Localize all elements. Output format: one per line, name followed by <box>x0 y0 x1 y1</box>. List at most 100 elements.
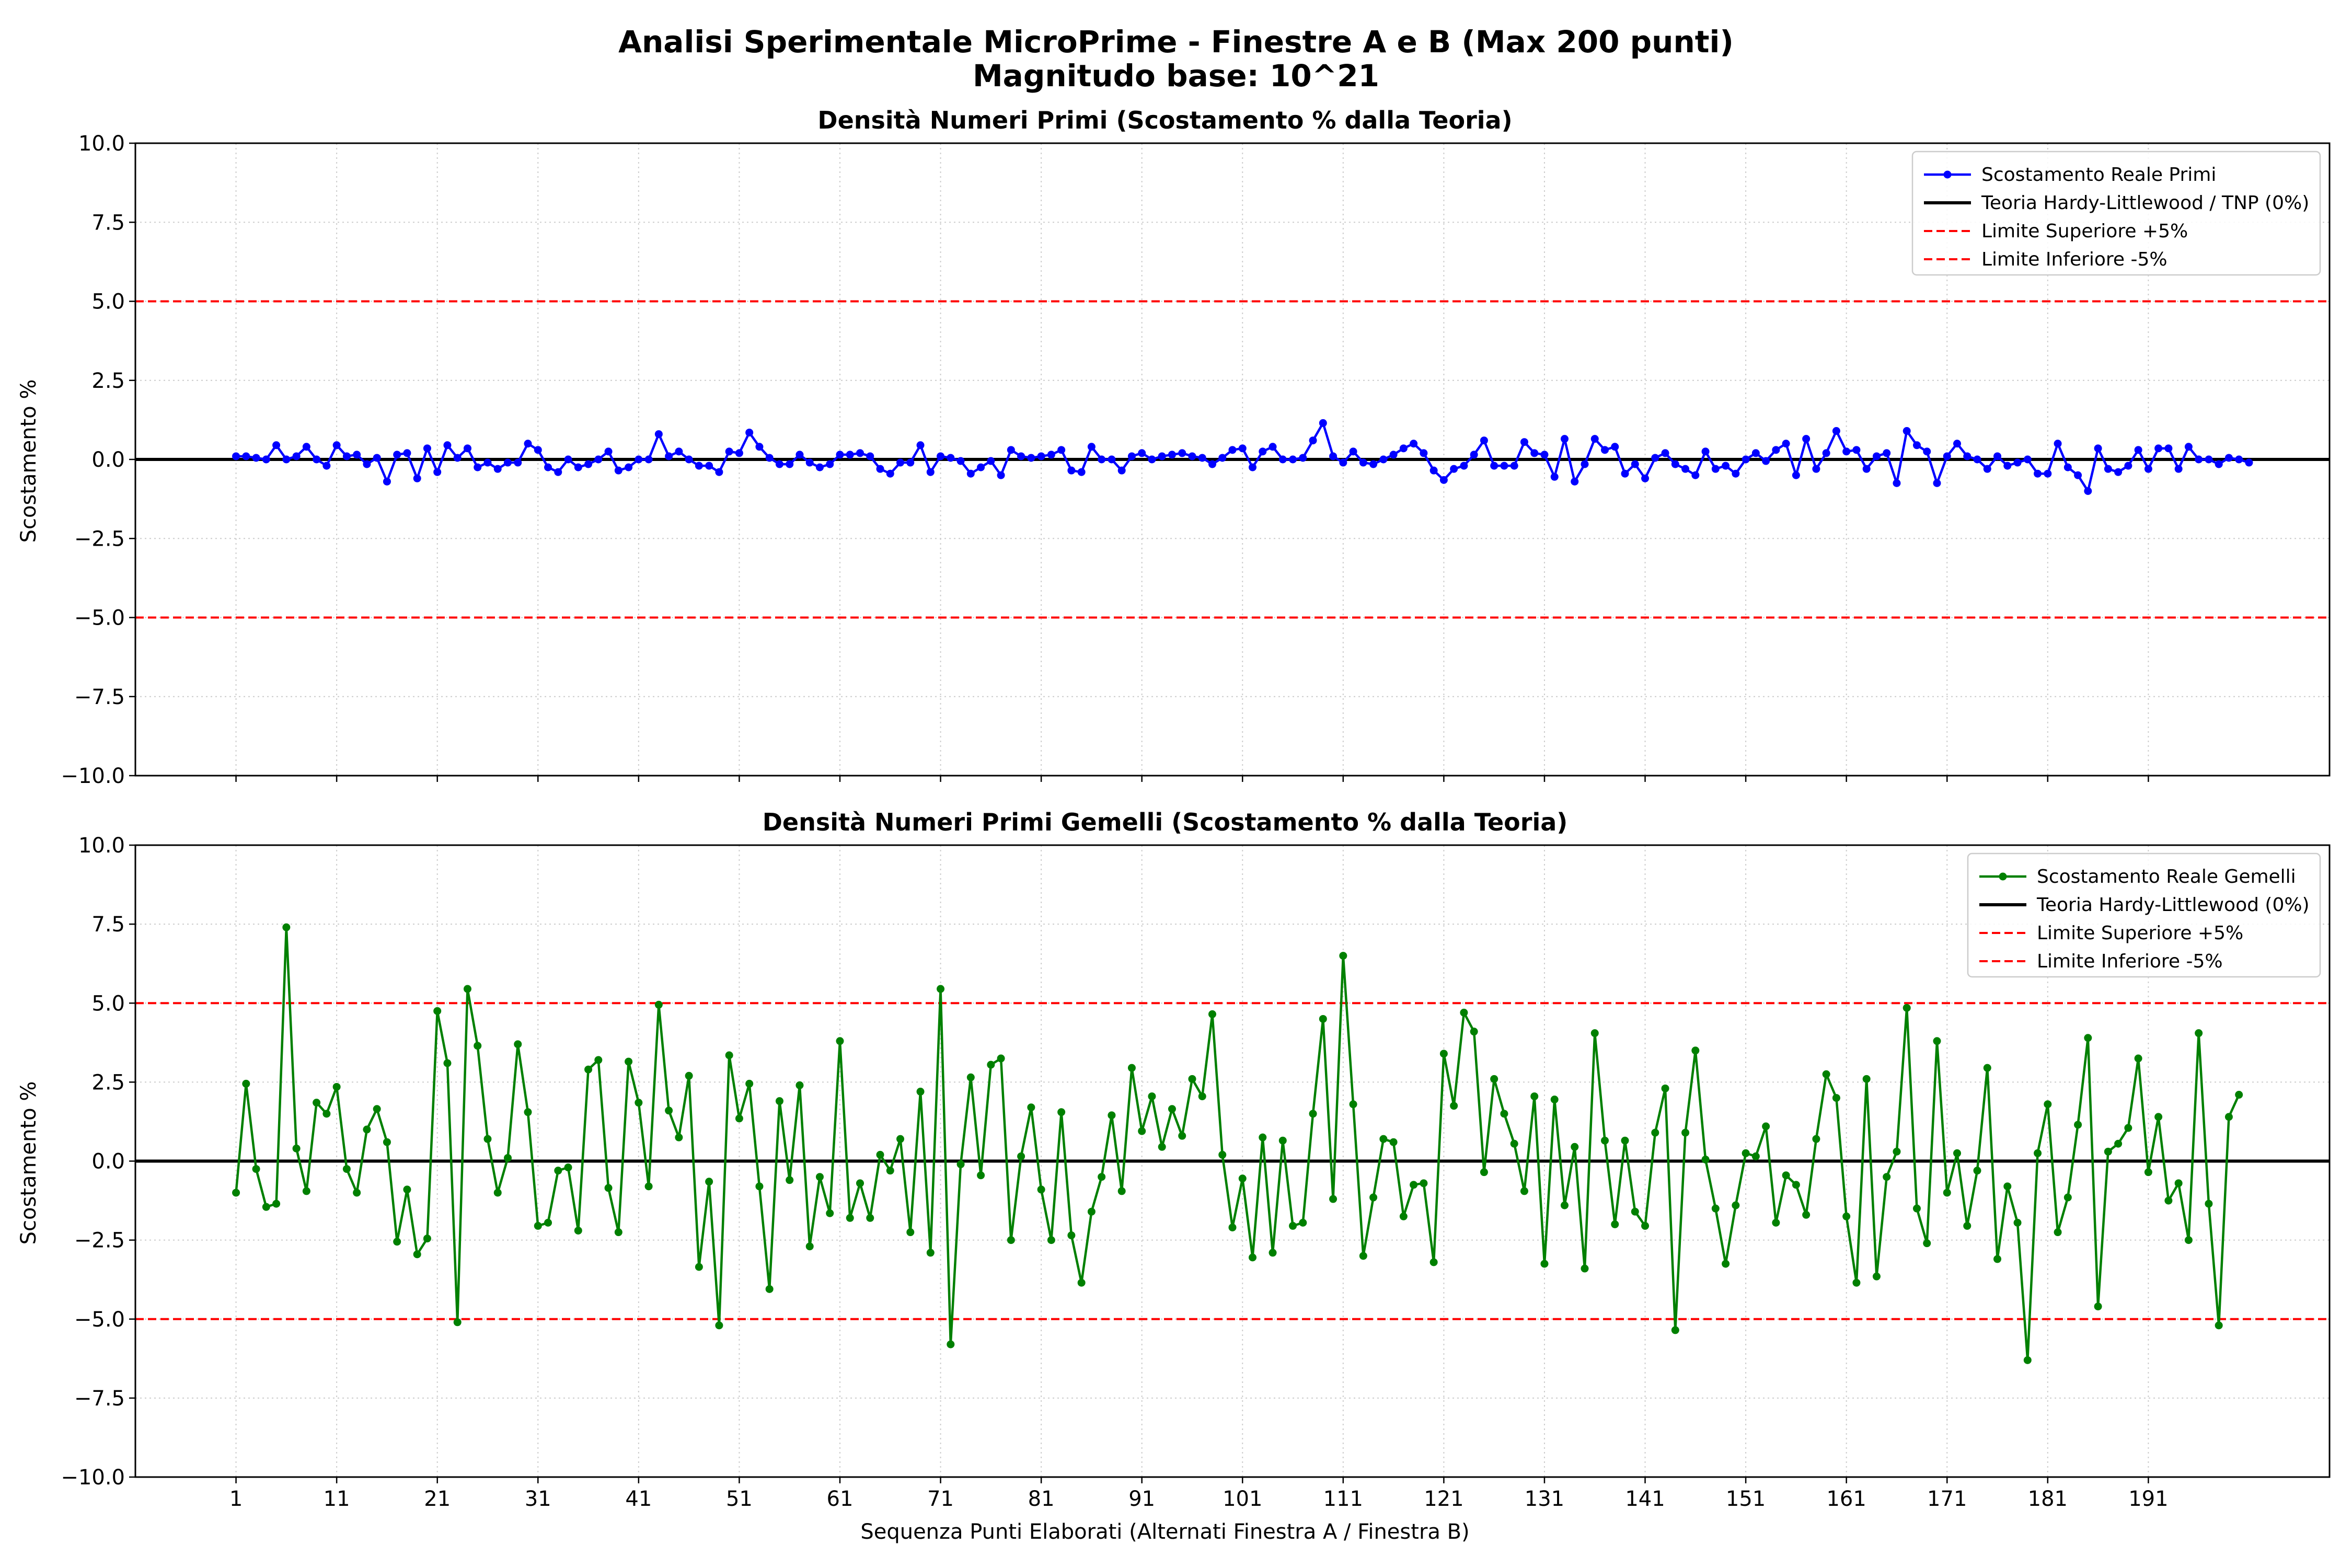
data-point <box>342 452 351 460</box>
data-point <box>1269 443 1277 451</box>
data-point <box>856 1179 864 1187</box>
data-point <box>1249 463 1257 471</box>
data-point <box>836 451 844 459</box>
legend-entry-label: Teoria Hardy-Littlewood (0%) <box>2036 894 2310 916</box>
data-point <box>1470 451 1478 459</box>
data-point <box>987 1060 995 1069</box>
data-point <box>1429 1258 1438 1266</box>
data-point <box>1852 1278 1861 1287</box>
x-axis-label: Sequenza Punti Elaborati (Alternati Fine… <box>860 1520 1469 1544</box>
data-point <box>1067 466 1076 475</box>
data-point <box>1218 454 1227 462</box>
data-point <box>1762 1122 1770 1131</box>
data-point <box>2044 1100 2052 1109</box>
data-point <box>232 452 240 460</box>
data-point <box>463 444 471 453</box>
data-point <box>956 457 965 465</box>
data-point <box>1108 1111 1116 1120</box>
data-point <box>302 443 310 451</box>
data-point <box>433 468 442 476</box>
data-point <box>805 458 814 467</box>
data-point <box>1802 435 1811 443</box>
data-point <box>1883 449 1891 457</box>
data-point <box>866 1214 874 1222</box>
data-point <box>2023 1356 2032 1364</box>
data-point <box>363 460 371 468</box>
data-point <box>1742 1149 1750 1157</box>
data-point <box>625 1057 633 1066</box>
data-point <box>644 455 653 464</box>
x-tick-label: 171 <box>1927 1487 1967 1511</box>
data-point <box>1410 440 1418 448</box>
data-point <box>1138 1127 1146 1135</box>
data-point <box>474 1042 482 1050</box>
legend-entry-label: Teoria Hardy-Littlewood / TNP (0%) <box>1981 192 2309 214</box>
data-point <box>332 1082 341 1091</box>
data-point <box>1238 1174 1247 1183</box>
legend-box <box>1967 852 2321 978</box>
data-point <box>1691 471 1700 479</box>
data-point <box>2034 469 2042 478</box>
data-point <box>1168 451 1176 459</box>
data-point <box>1228 446 1237 454</box>
data-point <box>1631 460 1639 468</box>
x-tick-label: 61 <box>827 1487 854 1511</box>
y-tick-label: −7.5 <box>74 685 125 709</box>
data-point <box>1057 446 1066 454</box>
data-point <box>1722 462 1730 470</box>
y-tick-label: −10.0 <box>61 1466 125 1490</box>
data-point <box>1188 452 1196 460</box>
data-point <box>2054 440 2062 448</box>
data-point <box>1742 455 1750 464</box>
data-point <box>1530 449 1539 457</box>
data-point <box>1309 1110 1317 1118</box>
data-point <box>313 455 321 464</box>
data-point <box>1359 458 1367 467</box>
data-point <box>2174 465 2183 473</box>
data-point <box>795 1081 804 1089</box>
data-point <box>1751 449 1760 457</box>
data-point <box>2235 1091 2243 1099</box>
data-point <box>1792 471 1800 479</box>
data-point <box>1923 447 1931 456</box>
data-point <box>262 455 270 464</box>
data-point <box>1087 1207 1096 1216</box>
data-point <box>1439 476 1448 484</box>
data-point <box>2215 1321 2223 1330</box>
data-point <box>463 985 471 993</box>
x-tick-label: 41 <box>625 1487 652 1511</box>
x-tick-label: 1 <box>229 1487 243 1511</box>
data-point <box>2164 444 2173 453</box>
data-point <box>1872 452 1881 460</box>
data-point <box>1259 447 1267 456</box>
data-point <box>1601 1136 1609 1145</box>
data-point <box>1389 1138 1398 1146</box>
data-point <box>1520 1187 1528 1195</box>
data-point <box>795 451 804 459</box>
data-point <box>242 1079 250 1088</box>
data-point <box>282 923 291 931</box>
data-point <box>2134 1054 2142 1063</box>
data-point <box>956 1160 965 1169</box>
data-point <box>2205 1200 2213 1208</box>
data-point <box>1641 1221 1650 1230</box>
data-point <box>725 1051 733 1059</box>
data-point <box>1178 1132 1186 1140</box>
data-point <box>977 463 985 471</box>
y-axis-label-twin-primes: Scostamento % <box>17 1081 41 1245</box>
data-point <box>2164 1196 2173 1205</box>
y-tick-label: 10.0 <box>78 132 125 156</box>
chart-panel-twin-primes: Densità Numeri Primi Gemelli (Scostament… <box>17 808 2331 1511</box>
data-point <box>654 1000 663 1009</box>
data-point <box>564 455 572 464</box>
data-point <box>765 454 774 462</box>
data-point <box>755 443 764 451</box>
data-point <box>1178 449 1186 457</box>
data-point <box>1198 1092 1206 1101</box>
data-point <box>815 463 824 471</box>
data-point <box>1711 1204 1720 1213</box>
data-point <box>1198 454 1206 462</box>
data-point <box>1168 1105 1176 1113</box>
legend-swatch-marker <box>1943 170 1952 179</box>
